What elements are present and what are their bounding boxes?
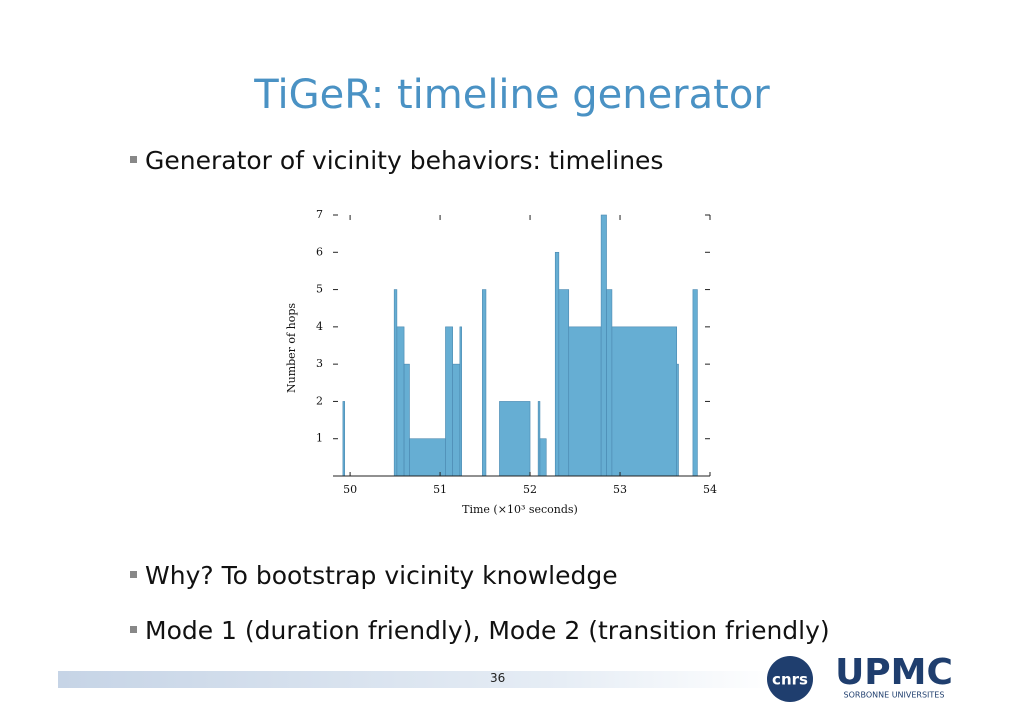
step (482, 289, 487, 477)
bullet: Why? To bootstrap vicinity knowledge (130, 561, 618, 590)
cnrs-logo (767, 656, 813, 702)
y-tick-label: 7 (316, 208, 323, 221)
step (342, 401, 345, 477)
step (692, 289, 698, 477)
y-tick-label: 5 (316, 283, 323, 296)
y-tick-label: 1 (316, 432, 323, 445)
y-tick-label: 6 (316, 245, 323, 258)
step (606, 289, 613, 477)
y-tick-label: 3 (316, 357, 323, 370)
step (452, 363, 461, 477)
y-axis-label: Number of hops (285, 303, 298, 393)
step (558, 289, 570, 477)
page-number: 36 (490, 671, 506, 685)
step (676, 363, 679, 477)
cnrs-text: cnrs (772, 671, 808, 689)
x-tick-label: 54 (703, 483, 717, 496)
step (600, 214, 607, 477)
bullet: Mode 1 (duration friendly), Mode 2 (tran… (130, 616, 830, 645)
logos: cnrs UPMC SORBONNE UNIVERSITES (767, 652, 953, 702)
step (445, 326, 453, 477)
step (393, 289, 398, 477)
step (568, 326, 602, 477)
step (396, 326, 405, 477)
y-tick-label: 4 (316, 320, 323, 333)
y-tick-label: 2 (316, 394, 323, 407)
slide-title: TiGeR: timeline generator (254, 72, 770, 118)
x-tick-label: 50 (343, 483, 357, 496)
step (459, 326, 462, 477)
step (611, 326, 678, 477)
step (554, 251, 560, 477)
step (539, 438, 547, 477)
bullet: Generator of vicinity behaviors: timelin… (130, 146, 663, 175)
step (409, 438, 446, 477)
x-tick-label: 51 (433, 483, 447, 496)
x-tick-label: 53 (613, 483, 627, 496)
step (403, 363, 410, 477)
x-tick-label: 52 (523, 483, 537, 496)
step (499, 401, 531, 477)
upmc-text: UPMC (835, 652, 953, 693)
x-axis-label: Time (×10³ seconds) (462, 503, 578, 516)
sorbonne-text: SORBONNE UNIVERSITES (844, 691, 945, 700)
footer-bar (58, 671, 778, 688)
